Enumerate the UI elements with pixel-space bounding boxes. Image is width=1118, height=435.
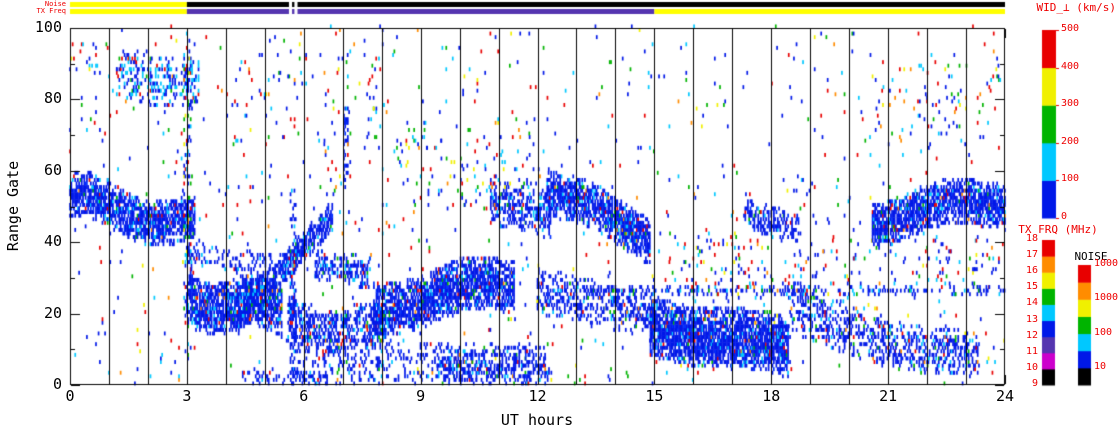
txfrq-tick-label: 11 (1025, 345, 1038, 357)
y-tick-label: 40 (43, 232, 62, 251)
x-tick-label: 15 (645, 387, 664, 405)
y-tick-label: 100 (34, 18, 62, 36)
x-tick-label: 12 (528, 387, 547, 405)
txfrq-tick-label: 14 (1025, 297, 1038, 309)
wid-tick-label: 100 (1061, 173, 1080, 185)
txfrq-tick-label: 10 (1025, 361, 1038, 373)
wid-colorbar-title: WID_⊥ (km/s) (1036, 1, 1116, 14)
txfrq-tick-label: 13 (1025, 313, 1038, 325)
y-tick-label: 80 (43, 89, 62, 108)
noise-colorbar-title: NOISE (1074, 250, 1108, 263)
txfrq-tick-label: 15 (1025, 281, 1038, 293)
txfrq-colorbar-title: TX FRQ (MHz) (1018, 223, 1098, 236)
noise-tick-label: 1000 (1094, 292, 1118, 304)
wid-tick-label: 400 (1061, 60, 1080, 72)
txfrq-tick-label: 12 (1025, 329, 1038, 341)
wid-tick-label: 200 (1061, 135, 1080, 147)
noise-strip-label: Noise (44, 0, 66, 8)
y-tick-label: 20 (43, 303, 62, 322)
y-tick-label: 0 (52, 375, 62, 393)
wid-tick-label: 0 (1061, 211, 1068, 222)
noise-tick-label: 10000 (1094, 258, 1118, 269)
x-tick-label: 6 (299, 387, 309, 405)
txfrq-tick-label: 17 (1025, 249, 1038, 261)
txfrq-tick-label: 18 (1025, 233, 1038, 244)
x-tick-label: 21 (879, 387, 898, 405)
y-tick-label: 60 (43, 160, 62, 179)
x-tick-label: 24 (995, 387, 1015, 405)
x-tick-label: 18 (762, 387, 781, 405)
txfrq-tick-label: 9 (1031, 378, 1038, 389)
txfreq-strip-label: TX Freq (36, 7, 66, 15)
txfrq-tick-label: 16 (1025, 265, 1038, 277)
noise-tick-label: 10 (1094, 360, 1107, 372)
x-tick-label: 3 (182, 387, 192, 405)
x-tick-label: 0 (65, 387, 75, 405)
x-tick-label: 9 (416, 387, 426, 405)
wid-tick-label: 500 (1061, 23, 1080, 34)
x-axis-title: UT hours (500, 411, 574, 429)
wid-tick-label: 300 (1061, 98, 1080, 110)
noise-tick-label: 100 (1094, 326, 1113, 338)
